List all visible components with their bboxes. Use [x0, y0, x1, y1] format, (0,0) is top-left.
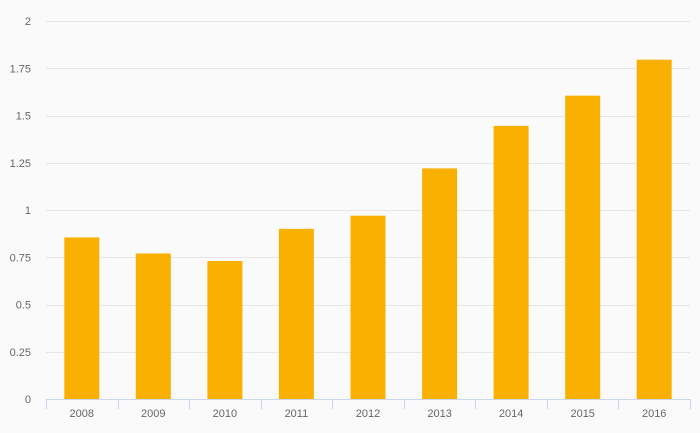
y-tick-label: 1 [25, 205, 31, 217]
x-tick-label: 2014 [499, 408, 523, 420]
x-tick-label: 2010 [213, 408, 237, 420]
x-tick-label: 2011 [285, 408, 309, 420]
y-tick-label: 2 [25, 16, 31, 28]
y-tick-label: 0.5 [16, 300, 31, 312]
x-tick-label: 2015 [570, 408, 594, 420]
x-tick-label: 2016 [642, 408, 666, 420]
bar-2012[interactable] [350, 215, 386, 399]
x-axis [46, 399, 691, 409]
x-tick-label: 2009 [141, 408, 165, 420]
x-tick-label: 2008 [70, 408, 94, 420]
y-tick-label: 0.75 [10, 252, 31, 264]
y-tick-label: 1.75 [10, 63, 31, 75]
bar-2015[interactable] [565, 95, 601, 399]
x-tick-label: 2013 [427, 408, 451, 420]
y-tick-label: 1.5 [16, 111, 31, 123]
y-tick-label: 1.25 [10, 158, 31, 170]
bar-2013[interactable] [422, 168, 458, 399]
bar-2011[interactable] [278, 228, 314, 399]
bar-2014[interactable] [493, 125, 529, 400]
bar-2009[interactable] [135, 253, 171, 400]
x-axis-tick-labels: 2008 2009 2010 2011 2012 2013 2014 2015 2016 [70, 408, 667, 420]
bar-2010[interactable] [207, 261, 243, 399]
y-axis-tick-labels: 0 0.25 0.5 0.75 1 1.25 1.5 1.75 2 [10, 16, 31, 406]
y-tick-label: 0 [25, 394, 31, 406]
bar-2008[interactable] [64, 237, 100, 399]
bar-2016[interactable] [636, 59, 672, 399]
bar-series [64, 59, 672, 400]
x-tick-label: 2012 [356, 408, 380, 420]
y-tick-label: 0.25 [10, 347, 31, 359]
